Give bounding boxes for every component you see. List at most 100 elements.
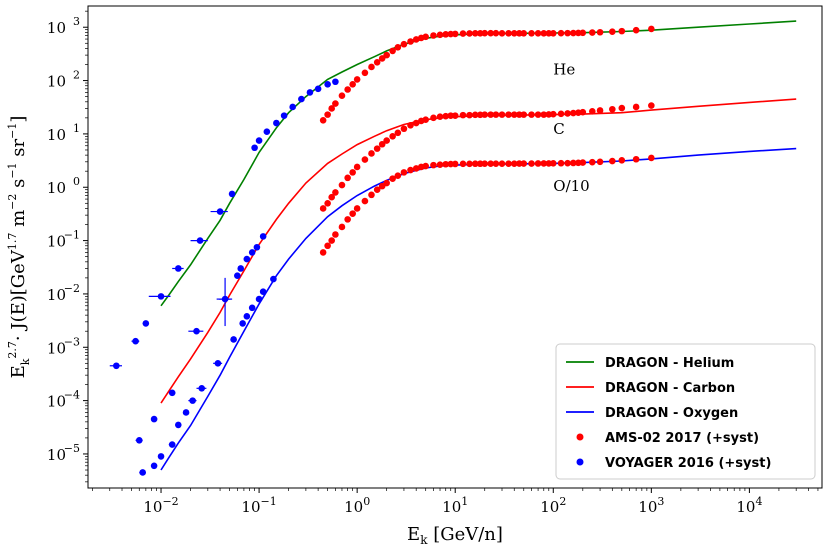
legend-swatch-ams02 [576,433,584,441]
point-ams-02-2017-syst-he [394,44,402,51]
point-ams-02-2017-syst-o-10 [383,179,390,187]
point-voyager-2016-syst-c [168,389,176,397]
x-axis-ticks: 10−2 10−1 100 101 102 103 104 [92,488,819,516]
x-tick-label: 10−2 [143,495,178,516]
point-ams-02-2017-syst-he [407,38,414,45]
point-ams-02-2017-syst-o-10 [632,155,640,163]
y-tick-label: 10−2 [47,282,80,304]
point-ams-02-2017-syst-he [436,31,444,39]
point-voyager-2016-syst-he [174,265,182,272]
point-ams-02-2017-syst-c [564,110,571,117]
point-ams-02-2017-syst-c [407,122,414,129]
point-ams-02-2017-syst-o-10 [319,249,327,256]
point-ams-02-2017-syst-he [383,51,390,59]
point-ams-02-2017-syst-o-10 [466,160,473,168]
point-ams-02-2017-syst-he [648,25,655,33]
line-dragon-carbon [160,98,797,404]
point-ams-02-2017-syst-c [442,112,450,120]
point-ams-02-2017-syst-c [471,111,479,119]
point-ams-02-2017-syst-c [549,110,557,118]
legend-label-voyager: VOYAGER 2016 (+syst) [605,456,771,471]
point-ams-02-2017-syst-c [528,111,535,118]
point-ams-02-2017-syst-o-10 [520,160,528,167]
point-ams-02-2017-syst-he [632,26,640,34]
point-ams-02-2017-syst-he [373,59,381,66]
point-ams-02-2017-syst-c [324,200,331,207]
point-ams-02-2017-syst-he [430,32,437,39]
data-points [109,25,655,476]
point-ams-02-2017-syst-o-10 [344,216,351,223]
point-voyager-2016-syst-c [243,255,251,263]
point-ams-02-2017-syst-o-10 [569,159,577,167]
point-ams-02-2017-syst-o-10 [442,160,450,168]
point-ams-02-2017-syst-c [338,181,346,189]
point-ams-02-2017-syst-c [373,145,381,152]
x-tick-label: 104 [736,495,762,516]
point-ams-02-2017-syst-o-10 [540,160,548,167]
point-ams-02-2017-syst-o-10 [487,160,494,167]
point-ams-02-2017-syst-o-10 [451,160,459,168]
point-ams-02-2017-syst-c [412,119,420,127]
point-ams-02-2017-syst-o-10 [481,160,489,167]
point-ams-02-2017-syst-c [481,111,489,118]
point-ams-02-2017-syst-c [436,113,444,121]
point-ams-02-2017-syst-o-10 [394,172,402,179]
point-ams-02-2017-syst-he [498,29,506,37]
point-ams-02-2017-syst-c [344,174,351,182]
point-ams-02-2017-syst-o-10 [324,242,331,250]
point-ams-02-2017-syst-o-10 [400,169,408,176]
point-ams-02-2017-syst-he [569,29,577,37]
point-ams-02-2017-syst-c [361,156,369,163]
point-ams-02-2017-syst-he [459,30,467,37]
point-voyager-2016-syst-he [324,81,331,88]
point-voyager-2016-syst-c [234,272,241,279]
point-ams-02-2017-syst-he [422,33,429,41]
point-ams-02-2017-syst-he [466,30,473,37]
point-ams-02-2017-syst-he [510,29,518,37]
y-tick-label: 10 3 [47,15,80,37]
annotation-oxygen: O/10 [553,177,589,195]
point-voyager-2016-syst-c [237,265,245,272]
point-ams-02-2017-syst-c [451,112,459,119]
point-voyager-2016-syst-he [157,293,165,300]
point-ams-02-2017-syst-he [588,29,596,36]
point-ams-02-2017-syst-o-10 [471,160,479,168]
point-voyager-2016-syst-c [259,233,267,240]
point-voyager-2016-syst-he [298,95,305,103]
point-ams-02-2017-syst-o-10 [430,161,437,169]
point-ams-02-2017-syst-o-10 [332,231,339,238]
point-voyager-2016-syst-o-10 [139,469,146,476]
x-tick-label: 10−1 [241,495,276,516]
point-ams-02-2017-syst-o-10 [588,158,596,166]
y-tick-label: 10−3 [47,335,80,357]
point-ams-02-2017-syst-c [632,103,640,111]
point-ams-02-2017-syst-c [394,129,402,137]
point-voyager-2016-syst-he [228,190,236,198]
point-voyager-2016-syst-he [255,137,263,144]
legend: DRAGON - Helium DRAGON - Carbon DRAGON -… [555,343,816,480]
point-ams-02-2017-syst-c [540,111,548,118]
point-voyager-2016-syst-he [196,237,204,244]
point-ams-02-2017-syst-c [569,109,577,117]
point-ams-02-2017-syst-o-10 [436,161,444,168]
point-voyager-2016-syst-o-10 [182,409,190,416]
point-ams-02-2017-syst-c [534,111,542,118]
point-ams-02-2017-syst-c [459,111,467,119]
point-voyager-2016-syst-he [314,85,322,93]
point-ams-02-2017-syst-he [344,86,351,93]
point-ams-02-2017-syst-he [332,100,339,107]
point-ams-02-2017-syst-o-10 [648,154,655,162]
point-ams-02-2017-syst-o-10 [510,160,518,167]
point-voyager-2016-syst-o-10 [259,288,267,296]
point-ams-02-2017-syst-he [596,28,604,36]
point-ams-02-2017-syst-he [353,76,361,83]
point-ams-02-2017-syst-c [487,111,494,118]
point-voyager-2016-syst-he [273,119,280,127]
point-ams-02-2017-syst-he [412,36,420,43]
point-ams-02-2017-syst-c [466,111,473,119]
point-ams-02-2017-syst-he [389,47,396,55]
point-ams-02-2017-syst-c [422,116,429,123]
point-voyager-2016-syst-c [193,327,200,335]
point-voyager-2016-syst-o-10 [150,462,158,470]
point-voyager-2016-syst-o-10 [230,336,237,343]
